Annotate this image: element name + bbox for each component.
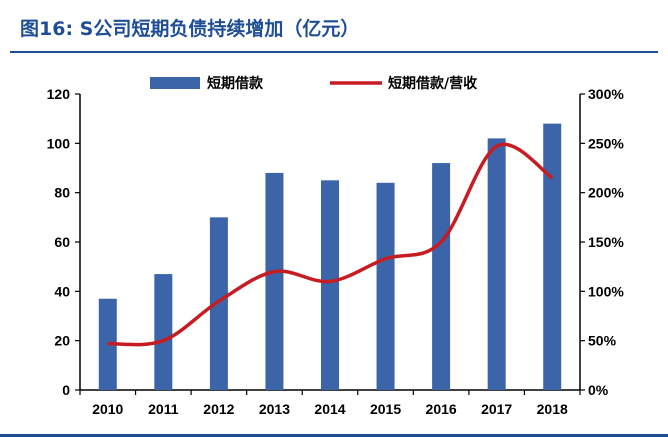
legend-line-label: 短期借款/营收 [388,75,478,92]
y-left-tick-label: 0 [62,382,70,398]
y-left-tick-label: 40 [54,283,70,299]
line-loan-to-revenue [107,142,554,347]
y-left-tick-label: 60 [54,234,70,250]
y-right-tick-label: 0% [588,382,609,398]
bottom-rule [0,434,668,437]
y-left-tick-label: 20 [54,333,70,349]
x-tick-label: 2012 [203,401,234,417]
x-tick-label: 2011 [148,401,179,417]
y-right-tick-label: 250% [588,135,624,151]
y-right-tick-label: 50% [588,333,617,349]
bar-short-term-loan [543,123,562,390]
x-tick-label: 2014 [314,401,345,417]
y-right-tick-label: 200% [588,185,624,201]
y-left-tick-label: 120 [47,86,71,102]
y-left-tick-label: 100 [47,135,71,151]
x-tick-label: 2017 [481,401,512,417]
bar-short-term-loan [487,138,506,390]
x-tick-label: 2010 [92,401,123,417]
bar-short-term-loan [265,172,284,390]
bar-short-term-loan [432,163,451,390]
x-tick-label: 2013 [259,401,290,417]
bar-short-term-loan [321,180,339,390]
bar-short-term-loan [98,298,117,390]
title-underline [10,51,658,53]
y-right-tick-label: 150% [588,234,624,250]
bar-short-term-loan [154,274,173,390]
x-tick-label: 2016 [426,401,457,417]
chart-title: 图16: S公司短期负债持续增加（亿元） [20,18,360,40]
x-tick-label: 2018 [537,401,568,417]
y-right-tick-label: 300% [588,86,624,102]
bar-short-term-loan [376,182,395,390]
x-tick-label: 2015 [370,401,401,417]
bar-short-term-loan [209,217,228,390]
legend-bar-label: 短期借款 [207,75,264,92]
y-left-tick-label: 80 [54,185,70,201]
y-right-tick-label: 100% [588,283,624,299]
legend-bar-swatch [150,77,200,89]
